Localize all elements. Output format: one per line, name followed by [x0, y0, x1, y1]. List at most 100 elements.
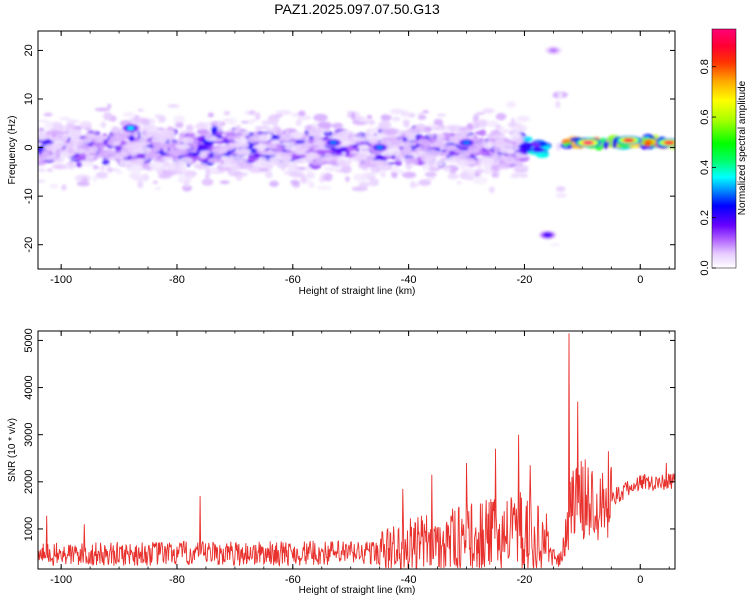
spectrogram-cell — [495, 113, 507, 121]
spectrogram-cell — [399, 157, 406, 161]
spectrogram-cell — [216, 121, 223, 126]
spectrogram-cell — [128, 135, 135, 142]
spectrogram-cell — [154, 114, 160, 118]
spectrogram-cell — [52, 144, 57, 152]
spectrogram-cell — [479, 129, 487, 137]
spectrogram-cell — [475, 168, 485, 174]
spectrogram-cell — [284, 144, 296, 151]
spectrogram-cell — [92, 129, 97, 133]
spectrogram-cell — [105, 168, 120, 172]
spectrogram-cell — [401, 110, 409, 117]
spectrogram-cell — [423, 126, 432, 134]
spectrogram-cell — [417, 112, 424, 116]
y-tick-label: 10 — [23, 93, 35, 105]
spectrogram-cell — [279, 134, 292, 142]
spectrogram-cell — [366, 171, 379, 175]
spectrogram-cell — [351, 186, 368, 192]
spectrogram-cell — [219, 180, 230, 184]
snr-y-label: SNR (10 * v/v) — [7, 418, 18, 482]
spectrogram-cell — [414, 125, 426, 134]
spectrogram-cell — [417, 114, 427, 120]
spectrogram-peak — [663, 140, 675, 145]
spectrogram-cell — [281, 155, 291, 163]
spectrogram-cell — [196, 128, 210, 135]
spectrogram-cell — [324, 166, 339, 172]
spectrogram-cell — [158, 173, 172, 179]
spectrogram-cell — [443, 167, 452, 172]
spectrogram-cell — [406, 137, 417, 141]
spectrogram-cell — [265, 170, 273, 179]
spectrogram-cell — [186, 124, 194, 133]
spectrogram-peak — [127, 126, 135, 131]
spectrogram-cell — [174, 166, 179, 173]
spectrogram-cell — [242, 163, 250, 170]
x-tick-label: -20 — [516, 274, 532, 286]
spectrogram-cell — [65, 122, 75, 128]
spectrogram-cell — [244, 110, 250, 116]
spectrogram-cell — [509, 131, 522, 139]
spectrogram-cell — [69, 159, 83, 162]
spectrogram-cell — [433, 118, 444, 127]
spectrogram-cell — [361, 174, 377, 178]
spectrogram-cell — [92, 165, 99, 170]
colorbar-label: Normalized spectral amplitude — [737, 80, 748, 215]
spectrogram-cell — [289, 131, 304, 139]
spectrogram-cell — [475, 140, 486, 149]
spectrogram-cell — [418, 179, 432, 186]
spectrogram-cell — [248, 110, 256, 116]
spectrogram-cell — [101, 159, 110, 166]
spectrogram-cell — [359, 118, 371, 122]
spectrogram-cell — [115, 170, 124, 175]
spectrogram-cell — [366, 114, 373, 119]
spectrogram-cell — [255, 112, 261, 121]
spectrogram-cell — [266, 132, 273, 140]
spectrogram-cell — [274, 153, 281, 160]
spectrogram-cell — [148, 161, 164, 170]
spectrogram-cell — [145, 131, 160, 138]
spectrogram-cell — [295, 151, 307, 156]
spectrogram-cell — [391, 165, 400, 173]
y-tick-label: 1000 — [23, 517, 35, 541]
spectrogram-cell — [498, 126, 506, 134]
spectrogram-cell — [316, 185, 332, 190]
spectrogram-cell — [241, 172, 248, 177]
spectrogram-cell — [510, 117, 516, 126]
spectrogram-cell — [226, 154, 235, 164]
spectrogram-cell — [155, 187, 161, 190]
spectrogram-cell — [194, 123, 208, 130]
spectrogram-cell — [409, 180, 415, 189]
spectrogram-cell — [444, 146, 458, 150]
spectrogram-cell — [468, 134, 475, 140]
spectrogram-cell — [472, 176, 488, 185]
x-tick-label: -40 — [401, 274, 417, 286]
spectrogram-cell — [212, 153, 222, 158]
spectrogram-cell — [435, 133, 445, 141]
spectrogram-cell — [178, 157, 194, 165]
spectrogram-cell — [178, 132, 185, 139]
spectrogram-cell — [357, 144, 369, 150]
spectrogram-cell — [480, 157, 492, 165]
spectrogram-cell — [235, 149, 248, 155]
spectrogram-cell — [250, 166, 264, 174]
spectrogram-cell — [226, 134, 235, 141]
spectrogram-cell — [163, 147, 168, 153]
spectrogram-cell — [206, 130, 211, 139]
spectrogram-cell — [94, 107, 111, 112]
spectrogram-cell — [46, 168, 53, 172]
spectrogram-cell — [153, 146, 161, 153]
spectrogram-cell — [407, 112, 416, 118]
x-tick-label: -20 — [516, 574, 532, 586]
spectrogram-cell — [185, 175, 193, 180]
spectrogram-cell — [242, 132, 250, 137]
spectrogram-cell — [53, 134, 69, 143]
spectrogram-cell — [281, 141, 296, 145]
spectrogram-cell — [138, 146, 152, 154]
spectrogram-cell — [310, 161, 323, 166]
spectrogram-cell — [122, 147, 134, 155]
spectrogram-cell — [466, 175, 474, 181]
x-tick-label: -60 — [285, 574, 301, 586]
spectrogram-cell — [38, 160, 47, 166]
spectrogram-cell — [199, 150, 212, 154]
spectrogram-cell — [305, 172, 316, 179]
spectrogram-cell — [234, 156, 248, 164]
